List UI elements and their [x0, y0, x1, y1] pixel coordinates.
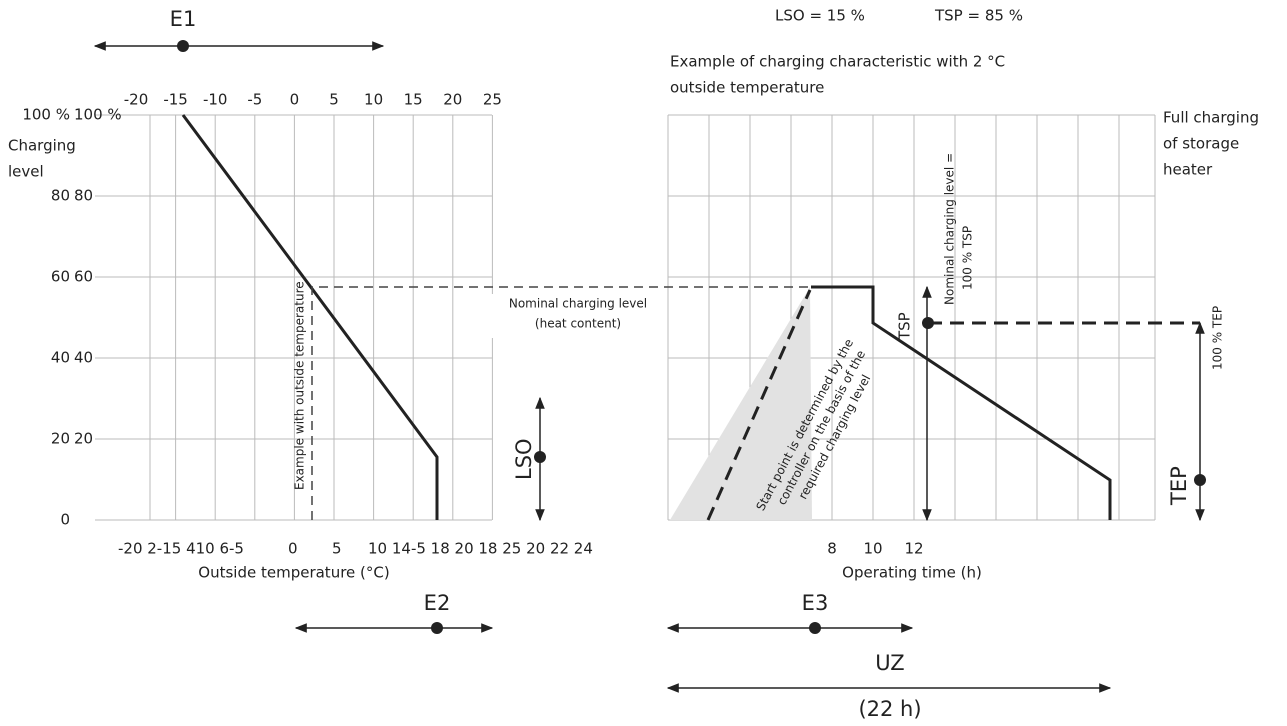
x-axis-right: Operating time (h) [842, 564, 982, 582]
y-tick-label: 40 [51, 349, 70, 367]
label-bg [490, 294, 658, 338]
nominal-label: Nominal charging level [509, 297, 647, 311]
e2: E2 [424, 591, 451, 615]
x-tick-label: 8 [827, 540, 837, 558]
start-dashed [706, 289, 812, 521]
y-tick-label: 20 [74, 430, 93, 448]
y-tick-label: 80 [51, 187, 70, 205]
tep-dot [1194, 474, 1206, 486]
bottom-tick-label: 0 [288, 540, 298, 558]
full-charging: heater [1163, 161, 1213, 179]
e3: E3 [802, 591, 829, 615]
top-tick-label: 0 [290, 91, 300, 109]
right-curve [811, 285, 1112, 520]
bottom-tick-label: 5 [332, 540, 342, 558]
example-title: outside temperature [670, 79, 824, 97]
uz: UZ [875, 651, 904, 675]
y-tick-label: 20 [51, 430, 70, 448]
grids [95, 114, 1156, 521]
uz-hours: (22 h) [858, 697, 921, 721]
tep-label: TEP [1167, 466, 1191, 506]
nominal-tsp: 100 % TSP [961, 226, 975, 290]
e1-dot [177, 40, 189, 52]
tsp-label: TSP [896, 312, 914, 341]
x-tick-label: 12 [904, 540, 923, 558]
top-tick-label: -15 [163, 91, 188, 109]
nominal-label: (heat content) [535, 317, 621, 331]
full-charging: of storage [1163, 135, 1239, 153]
tsp-dot [922, 317, 934, 329]
lso-dot [534, 451, 546, 463]
top-tick-label: 10 [364, 91, 383, 109]
y-tick-label: 80 [74, 187, 93, 205]
charging-level: Charging [8, 137, 76, 155]
top-tick-label: 5 [329, 91, 339, 109]
x-tick-label: 10 [863, 540, 882, 558]
y-tick-label: 40 [74, 349, 93, 367]
lso-label: LSO [512, 438, 536, 480]
example-dashed [311, 286, 812, 520]
bottom-tick-label: 10 14-5 18 20 18 25 20 22 24 [368, 540, 593, 558]
start-zone [670, 287, 812, 520]
x-axis-left: Outside temperature (°C) [198, 564, 389, 582]
bottom-tick-label: -20 2-15 410 6-5 [118, 540, 244, 558]
y-tick-label: 100 % [22, 106, 70, 124]
charging-level: level [8, 163, 44, 181]
full-charging: Full charging [1163, 109, 1259, 127]
left-curve [181, 114, 439, 520]
tsp-header: TSP = 85 % [934, 7, 1023, 25]
top-tick-label: 15 [404, 91, 423, 109]
nominal-tsp: Nominal charging level = [943, 153, 957, 305]
e2-dot [431, 622, 443, 634]
example-title: Example of charging characteristic with … [670, 53, 1005, 71]
y-tick-label: 0 [60, 511, 70, 529]
top-tick-label: -10 [203, 91, 228, 109]
y-tick-label: 60 [51, 268, 70, 286]
e1: E1 [170, 7, 197, 31]
lso-header: LSO = 15 % [775, 7, 865, 25]
y-tick-label: 100 % [74, 106, 122, 124]
example-outside: Example with outside temperature [293, 281, 307, 490]
top-tick-label: 20 [443, 91, 462, 109]
y-tick-label: 60 [74, 268, 93, 286]
top-tick-label: -20 [124, 91, 149, 109]
top-tick-label: 25 [483, 91, 502, 109]
top-tick-label: -5 [247, 91, 262, 109]
e3-dot [809, 622, 821, 634]
tep-100: 100 % TEP [1211, 306, 1225, 370]
